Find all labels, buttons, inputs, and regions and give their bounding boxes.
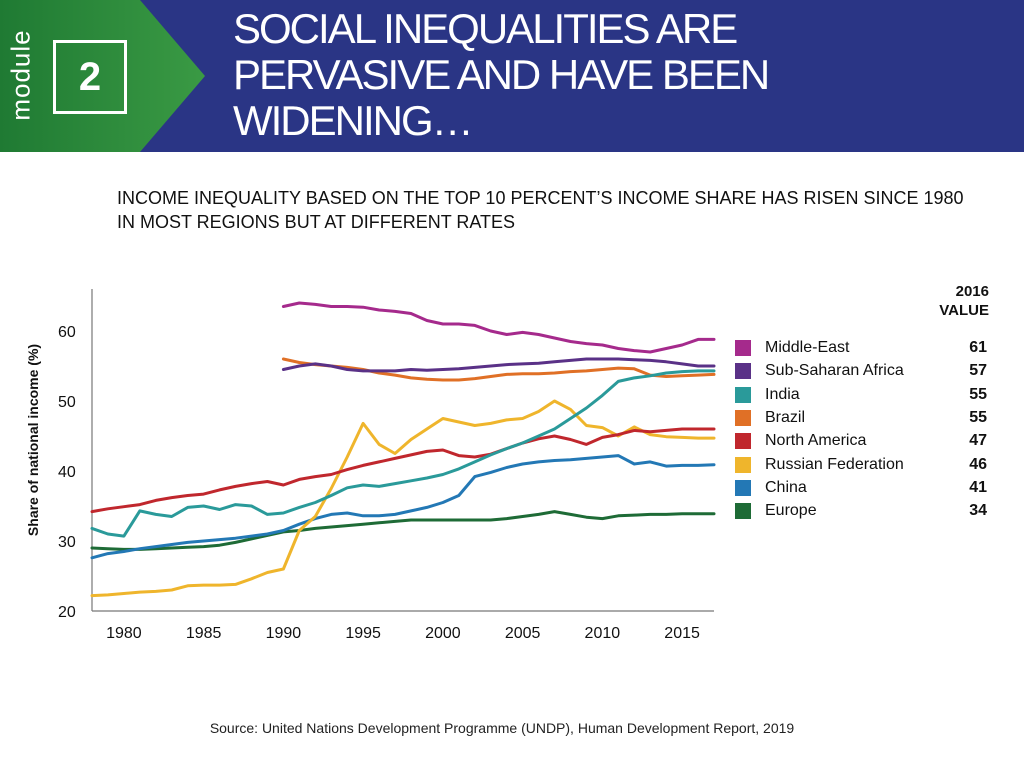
page-title: SOCIAL INEQUALITIES ARE PERVASIVE AND HA… xyxy=(233,5,770,144)
legend-label: India xyxy=(765,385,800,403)
chart-title: INCOME INEQUALITY BASED ON THE TOP 10 PE… xyxy=(117,188,964,232)
series-line-russian-federation xyxy=(90,399,716,598)
legend-swatch xyxy=(735,456,751,473)
legend-swatch xyxy=(735,503,751,520)
legend-label: North America xyxy=(765,432,867,450)
legend-swatch xyxy=(735,433,751,450)
legend-item-china: China 41 xyxy=(735,477,995,499)
legend-swatch xyxy=(735,479,751,496)
x-tick-label-1990: 1990 xyxy=(266,625,302,642)
series-line-north-america xyxy=(90,427,716,514)
green-arrow-shape xyxy=(0,0,205,152)
header-banner: module 2 SOCIAL INEQUALITIES ARE PERVASI… xyxy=(0,0,1024,152)
legend-item-india: India 55 xyxy=(735,384,995,406)
series-line-india xyxy=(90,369,716,538)
legend-value-2016: 41 xyxy=(969,478,987,496)
legend-swatch xyxy=(735,386,751,403)
banner-shapes xyxy=(0,0,205,152)
legend-item-middle-east: Middle-East 61 xyxy=(735,337,995,359)
x-tick-label-2000: 2000 xyxy=(425,625,461,642)
y-tick-label-60: 60 xyxy=(58,324,76,341)
legend-item-brazil: Brazil 55 xyxy=(735,407,995,429)
x-tick-label-1995: 1995 xyxy=(345,625,381,642)
legend-value-2016: 55 xyxy=(969,385,987,403)
legend-value-2016: 47 xyxy=(969,432,987,450)
y-tick-label-40: 40 xyxy=(58,464,76,481)
legend-value-2016: 34 xyxy=(969,502,987,520)
legend-label: Russian Federation xyxy=(765,455,904,473)
series-line-middle-east xyxy=(281,301,716,354)
legend-swatch xyxy=(735,340,751,356)
legend-item-europe: Europe 34 xyxy=(735,500,995,522)
legend-label: Brazil xyxy=(765,408,806,426)
legend-item-russian-federation: Russian Federation 46 xyxy=(735,454,995,476)
legend-item-north-america: North America 47 xyxy=(735,430,995,452)
x-tick-label-1980: 1980 xyxy=(106,625,142,642)
legend-label: Europe xyxy=(765,502,817,520)
module-number-box: 2 xyxy=(53,40,127,114)
legend-value-2016: 57 xyxy=(969,362,987,380)
legend-item-sub-saharan-africa: Sub-Saharan Africa 57 xyxy=(735,360,995,382)
y-tick-label-30: 30 xyxy=(58,534,76,551)
source-note: Source: United Nations Development Progr… xyxy=(209,720,795,736)
x-tick-label-2010: 2010 xyxy=(585,625,621,642)
legend-label: Middle-East xyxy=(765,339,850,356)
y-tick-label-50: 50 xyxy=(58,394,76,411)
series-line-brazil xyxy=(281,357,716,382)
legend-label: Sub-Saharan Africa xyxy=(765,362,904,380)
series-line-sub-saharan-africa xyxy=(281,357,716,373)
x-tick-label-2005: 2005 xyxy=(505,625,541,642)
x-tick-label-2015: 2015 xyxy=(664,625,700,642)
value-column-header: 2016 VALUE xyxy=(939,283,989,319)
legend-swatch xyxy=(735,409,751,426)
legend-value-2016: 61 xyxy=(969,339,987,356)
series-line-china xyxy=(90,454,716,560)
y-tick-label-20: 20 xyxy=(58,604,76,621)
series-line-europe xyxy=(90,510,716,551)
x-tick-label-1985: 1985 xyxy=(186,625,222,642)
legend-label: China xyxy=(765,478,807,496)
legend-swatch xyxy=(735,363,751,380)
legend-value-2016: 55 xyxy=(969,408,987,426)
legend-value-2016: 46 xyxy=(969,455,987,473)
